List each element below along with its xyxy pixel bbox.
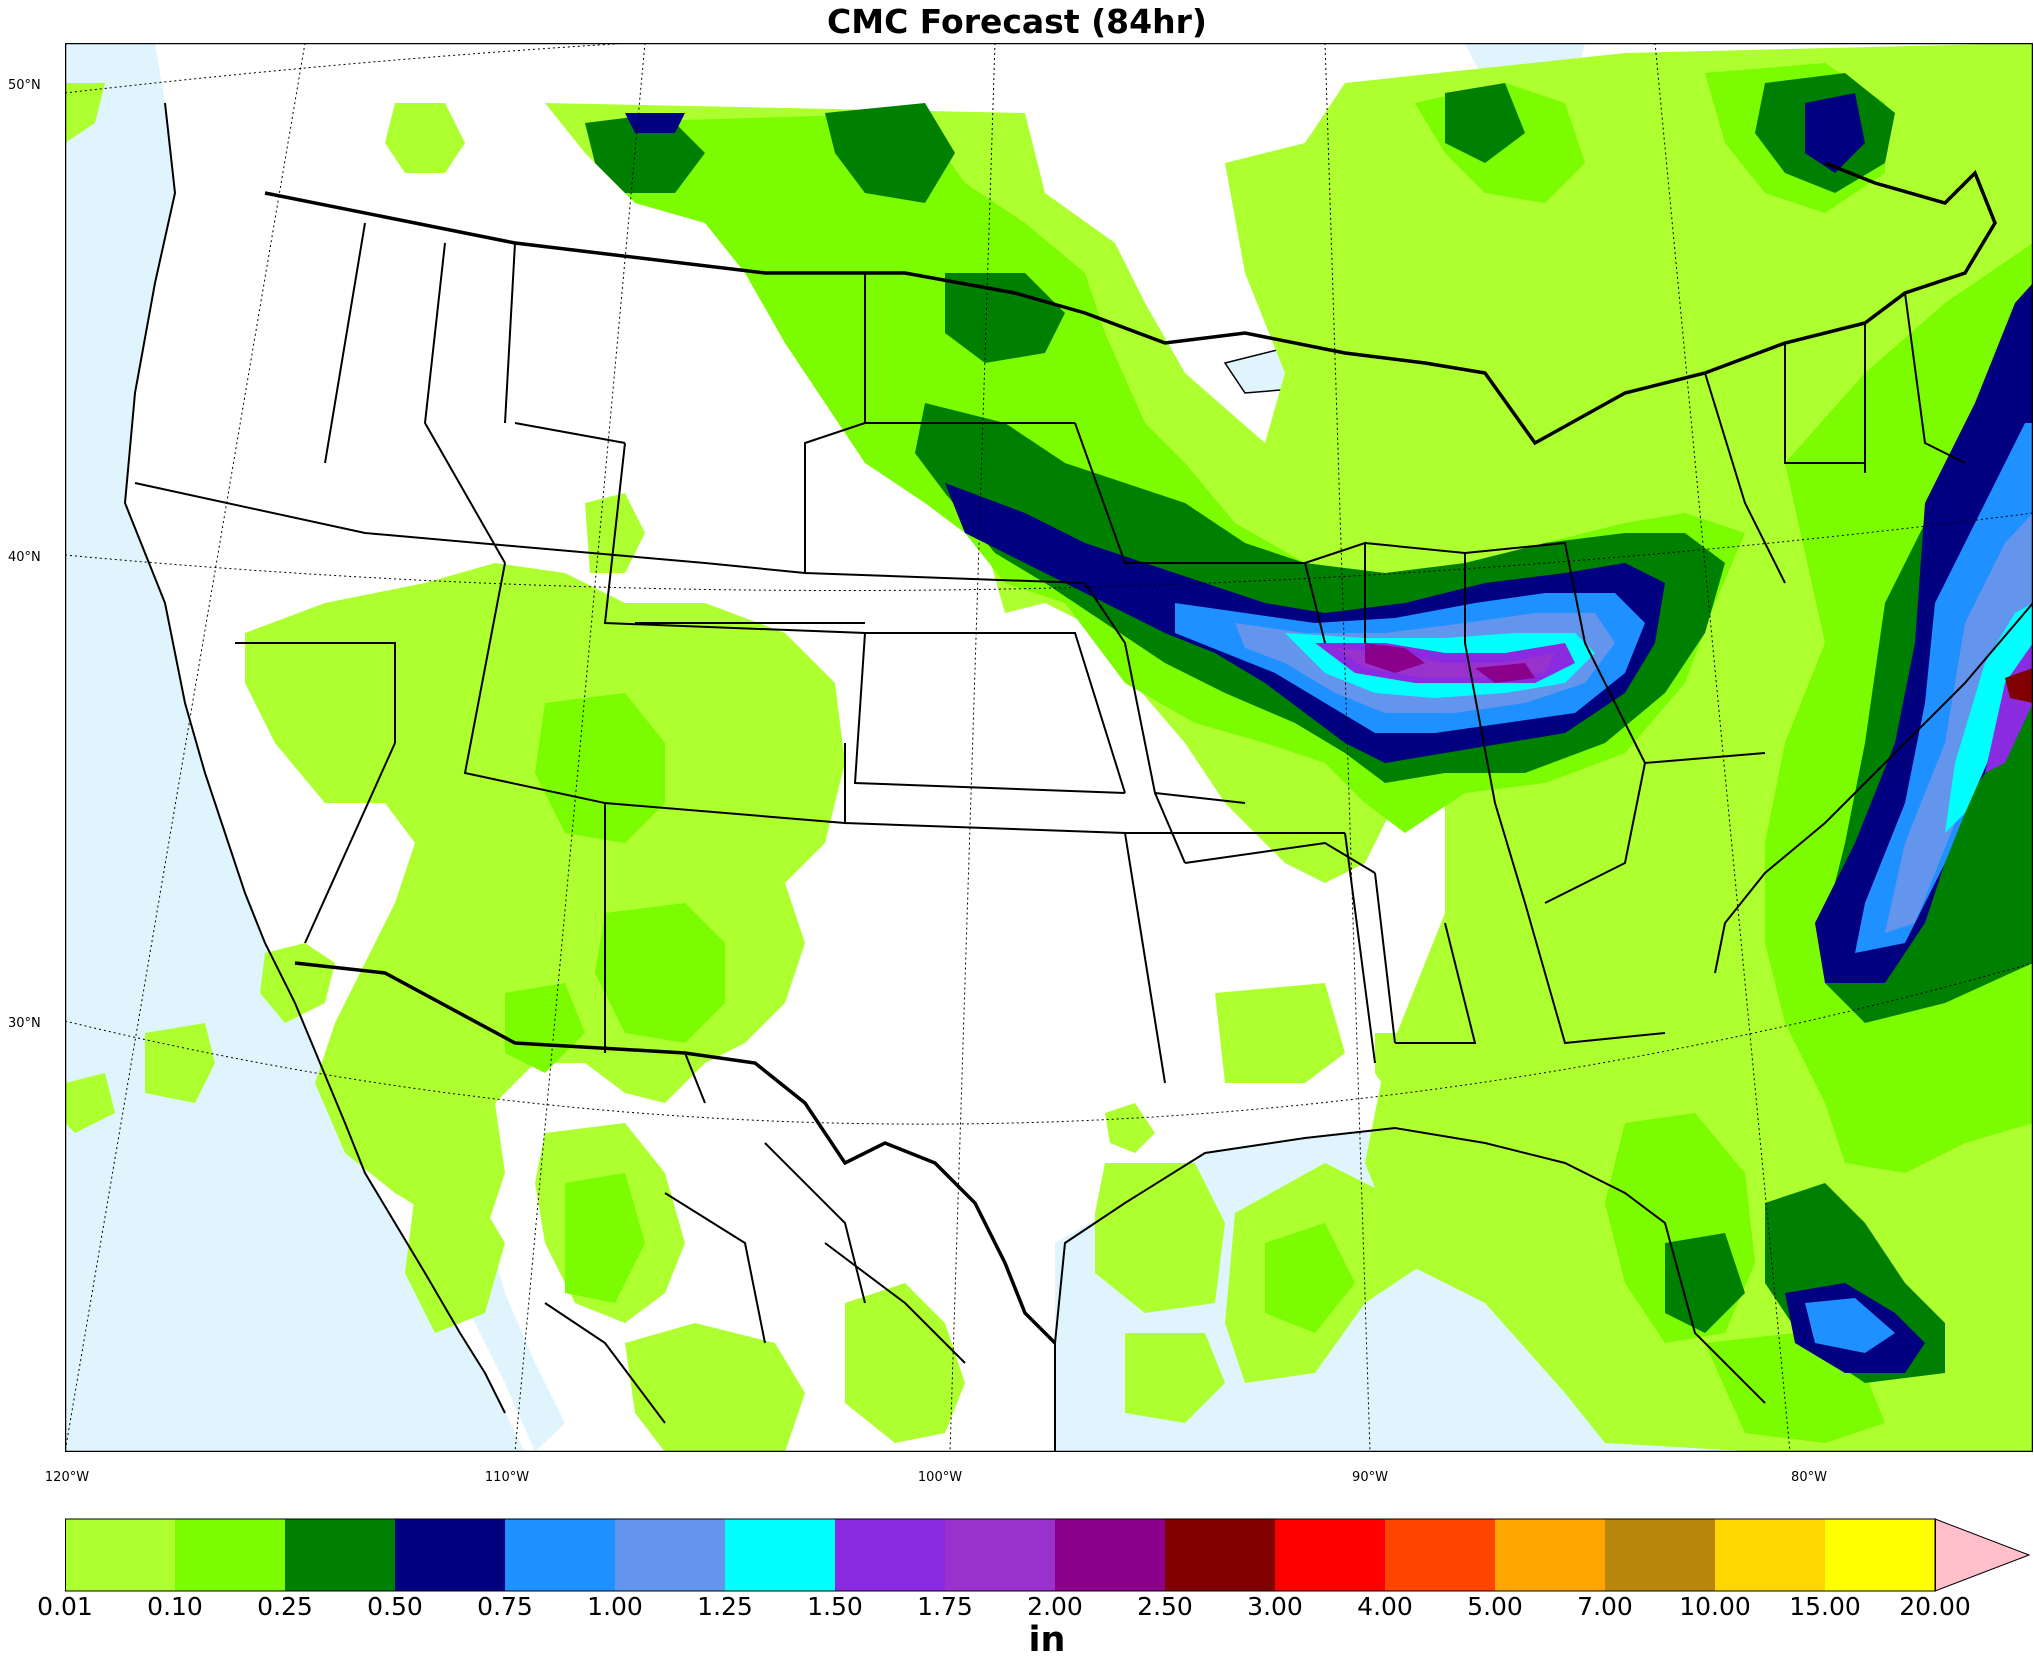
lon-label-120: 120°W bbox=[44, 1470, 90, 1485]
colorbar-tick-label: 2.50 bbox=[1137, 1592, 1193, 1621]
precip-pacific bbox=[145, 1023, 215, 1103]
map-title: CMC Forecast (84hr) bbox=[827, 2, 1207, 41]
colorbar-tick-label: 20.00 bbox=[1899, 1592, 1971, 1621]
parallel-40n bbox=[65, 512, 2033, 592]
political-borders bbox=[123, 102, 2033, 1452]
colorbar-segment bbox=[65, 1519, 175, 1591]
precip-pacific-2 bbox=[65, 1073, 115, 1133]
colorbar-segment bbox=[835, 1519, 945, 1591]
units-label: in bbox=[1028, 1620, 1066, 1660]
parallel-30n bbox=[65, 962, 2033, 1125]
precip-texas bbox=[1105, 1103, 1155, 1153]
gulf-coast bbox=[1054, 1126, 1766, 1452]
colorbar-segment bbox=[1165, 1519, 1275, 1591]
precip-oregon bbox=[255, 633, 315, 713]
precip-arizona bbox=[595, 903, 725, 1043]
precipitation-map bbox=[65, 43, 2033, 1452]
map-frame bbox=[65, 43, 2033, 1452]
colorbar-segment bbox=[505, 1519, 615, 1591]
precip-magenta-1 bbox=[1365, 643, 1425, 673]
precip-ne-dark bbox=[945, 273, 1065, 363]
colorbar-segment bbox=[1055, 1519, 1165, 1591]
precip-mexico-west-2 bbox=[625, 1323, 805, 1452]
state-lines bbox=[134, 222, 1966, 1104]
colorbar-tick-label: 2.00 bbox=[1027, 1592, 1083, 1621]
precip-gulf-2 bbox=[1125, 1333, 1225, 1423]
colorbar-segment bbox=[1605, 1519, 1715, 1591]
colorbar-tick-label: 3.00 bbox=[1247, 1592, 1303, 1621]
colorbar-extend-arrow bbox=[1934, 1518, 2031, 1592]
colorbar-segment bbox=[395, 1519, 505, 1591]
lat-label-50: 50°N bbox=[8, 78, 41, 93]
colorbar-tick-label: 1.25 bbox=[697, 1592, 753, 1621]
meridian-80w bbox=[1654, 43, 1791, 1452]
lat-label-30: 30°N bbox=[8, 1016, 41, 1031]
colorbar-tick-label: 0.50 bbox=[367, 1592, 423, 1621]
colorbar-tick-label: 0.01 bbox=[37, 1592, 93, 1621]
precip-dakota bbox=[385, 103, 465, 173]
colorbar-frame bbox=[65, 1518, 1936, 1592]
colorbar-segment bbox=[725, 1519, 835, 1591]
meridian-110w bbox=[514, 43, 646, 1452]
colorbar-segment bbox=[1495, 1519, 1605, 1591]
precip-louisiana bbox=[1215, 983, 1345, 1083]
precip-canada-dark-2 bbox=[825, 103, 955, 203]
lon-label-110: 110°W bbox=[484, 1470, 530, 1485]
lon-label-100: 100°W bbox=[917, 1470, 963, 1485]
colorbar-tick-label: 15.00 bbox=[1789, 1592, 1861, 1621]
colorbar-segment bbox=[1275, 1519, 1385, 1591]
atlantic-coast bbox=[1714, 602, 2033, 974]
precip-blue-east bbox=[1855, 423, 2033, 953]
colorbar-segment bbox=[615, 1519, 725, 1591]
mexico-interior bbox=[544, 1142, 966, 1424]
colorbar-tick-label: 0.10 bbox=[147, 1592, 203, 1621]
parallel-50n bbox=[65, 43, 2033, 94]
lon-label-80: 80°W bbox=[1791, 1470, 1827, 1485]
precip-baja bbox=[405, 1193, 505, 1333]
colorbar-segment bbox=[285, 1519, 395, 1591]
colorbar-tick-label: 1.50 bbox=[807, 1592, 863, 1621]
precip-cornflower-east bbox=[1885, 513, 2033, 933]
colorbar-tick-label: 0.25 bbox=[257, 1592, 313, 1621]
precip-nm bbox=[505, 983, 585, 1073]
colorbar-segment bbox=[1385, 1519, 1495, 1591]
meridian-120w bbox=[65, 43, 306, 1452]
us-mexico-border bbox=[294, 961, 1057, 1345]
colorbar-tick-label: 10.00 bbox=[1679, 1592, 1751, 1621]
lat-label-40: 40°N bbox=[8, 550, 41, 565]
us-canada-border bbox=[264, 161, 1997, 446]
colorbar-tick-label: 7.00 bbox=[1577, 1592, 1633, 1621]
colorbar-segment bbox=[175, 1519, 285, 1591]
precip-maroon-east bbox=[2005, 668, 2033, 703]
colorbar-tick-label: 1.75 bbox=[917, 1592, 973, 1621]
precip-california bbox=[260, 943, 335, 1023]
lon-label-90: 90°W bbox=[1352, 1470, 1388, 1485]
precip-mexico-central bbox=[845, 1283, 965, 1443]
colorbar-tick-label: 5.00 bbox=[1467, 1592, 1523, 1621]
precip-navy-canada bbox=[1805, 93, 1865, 173]
precip-quebec-dark-2 bbox=[1445, 83, 1525, 163]
precip-navy-canada-2 bbox=[625, 113, 685, 133]
graticule bbox=[65, 43, 2033, 1452]
precip-mississippi bbox=[1375, 1033, 1425, 1103]
precip-gulf-green bbox=[1265, 1223, 1355, 1333]
colorbar-segment bbox=[945, 1519, 1055, 1591]
west-coast bbox=[123, 102, 506, 1414]
precip-florida-dark bbox=[1665, 1233, 1745, 1333]
precip-cyan-east bbox=[1945, 603, 2033, 833]
precip-pacific-nw bbox=[65, 83, 105, 143]
precip-blue-bahamas bbox=[1805, 1298, 1895, 1353]
precip-magenta-2 bbox=[1475, 663, 1535, 683]
colorbar-segment bbox=[1715, 1519, 1825, 1591]
precip-navy-east bbox=[1815, 283, 2033, 983]
colorbar-tick-label: 0.75 bbox=[477, 1592, 533, 1621]
colorbar-tick-label: 1.00 bbox=[587, 1592, 643, 1621]
colorbar-segment bbox=[1825, 1519, 1935, 1591]
precip-mexico-nw bbox=[565, 1173, 645, 1303]
colorbar bbox=[65, 1518, 2031, 1592]
colorbar-tick-label: 4.00 bbox=[1357, 1592, 1413, 1621]
